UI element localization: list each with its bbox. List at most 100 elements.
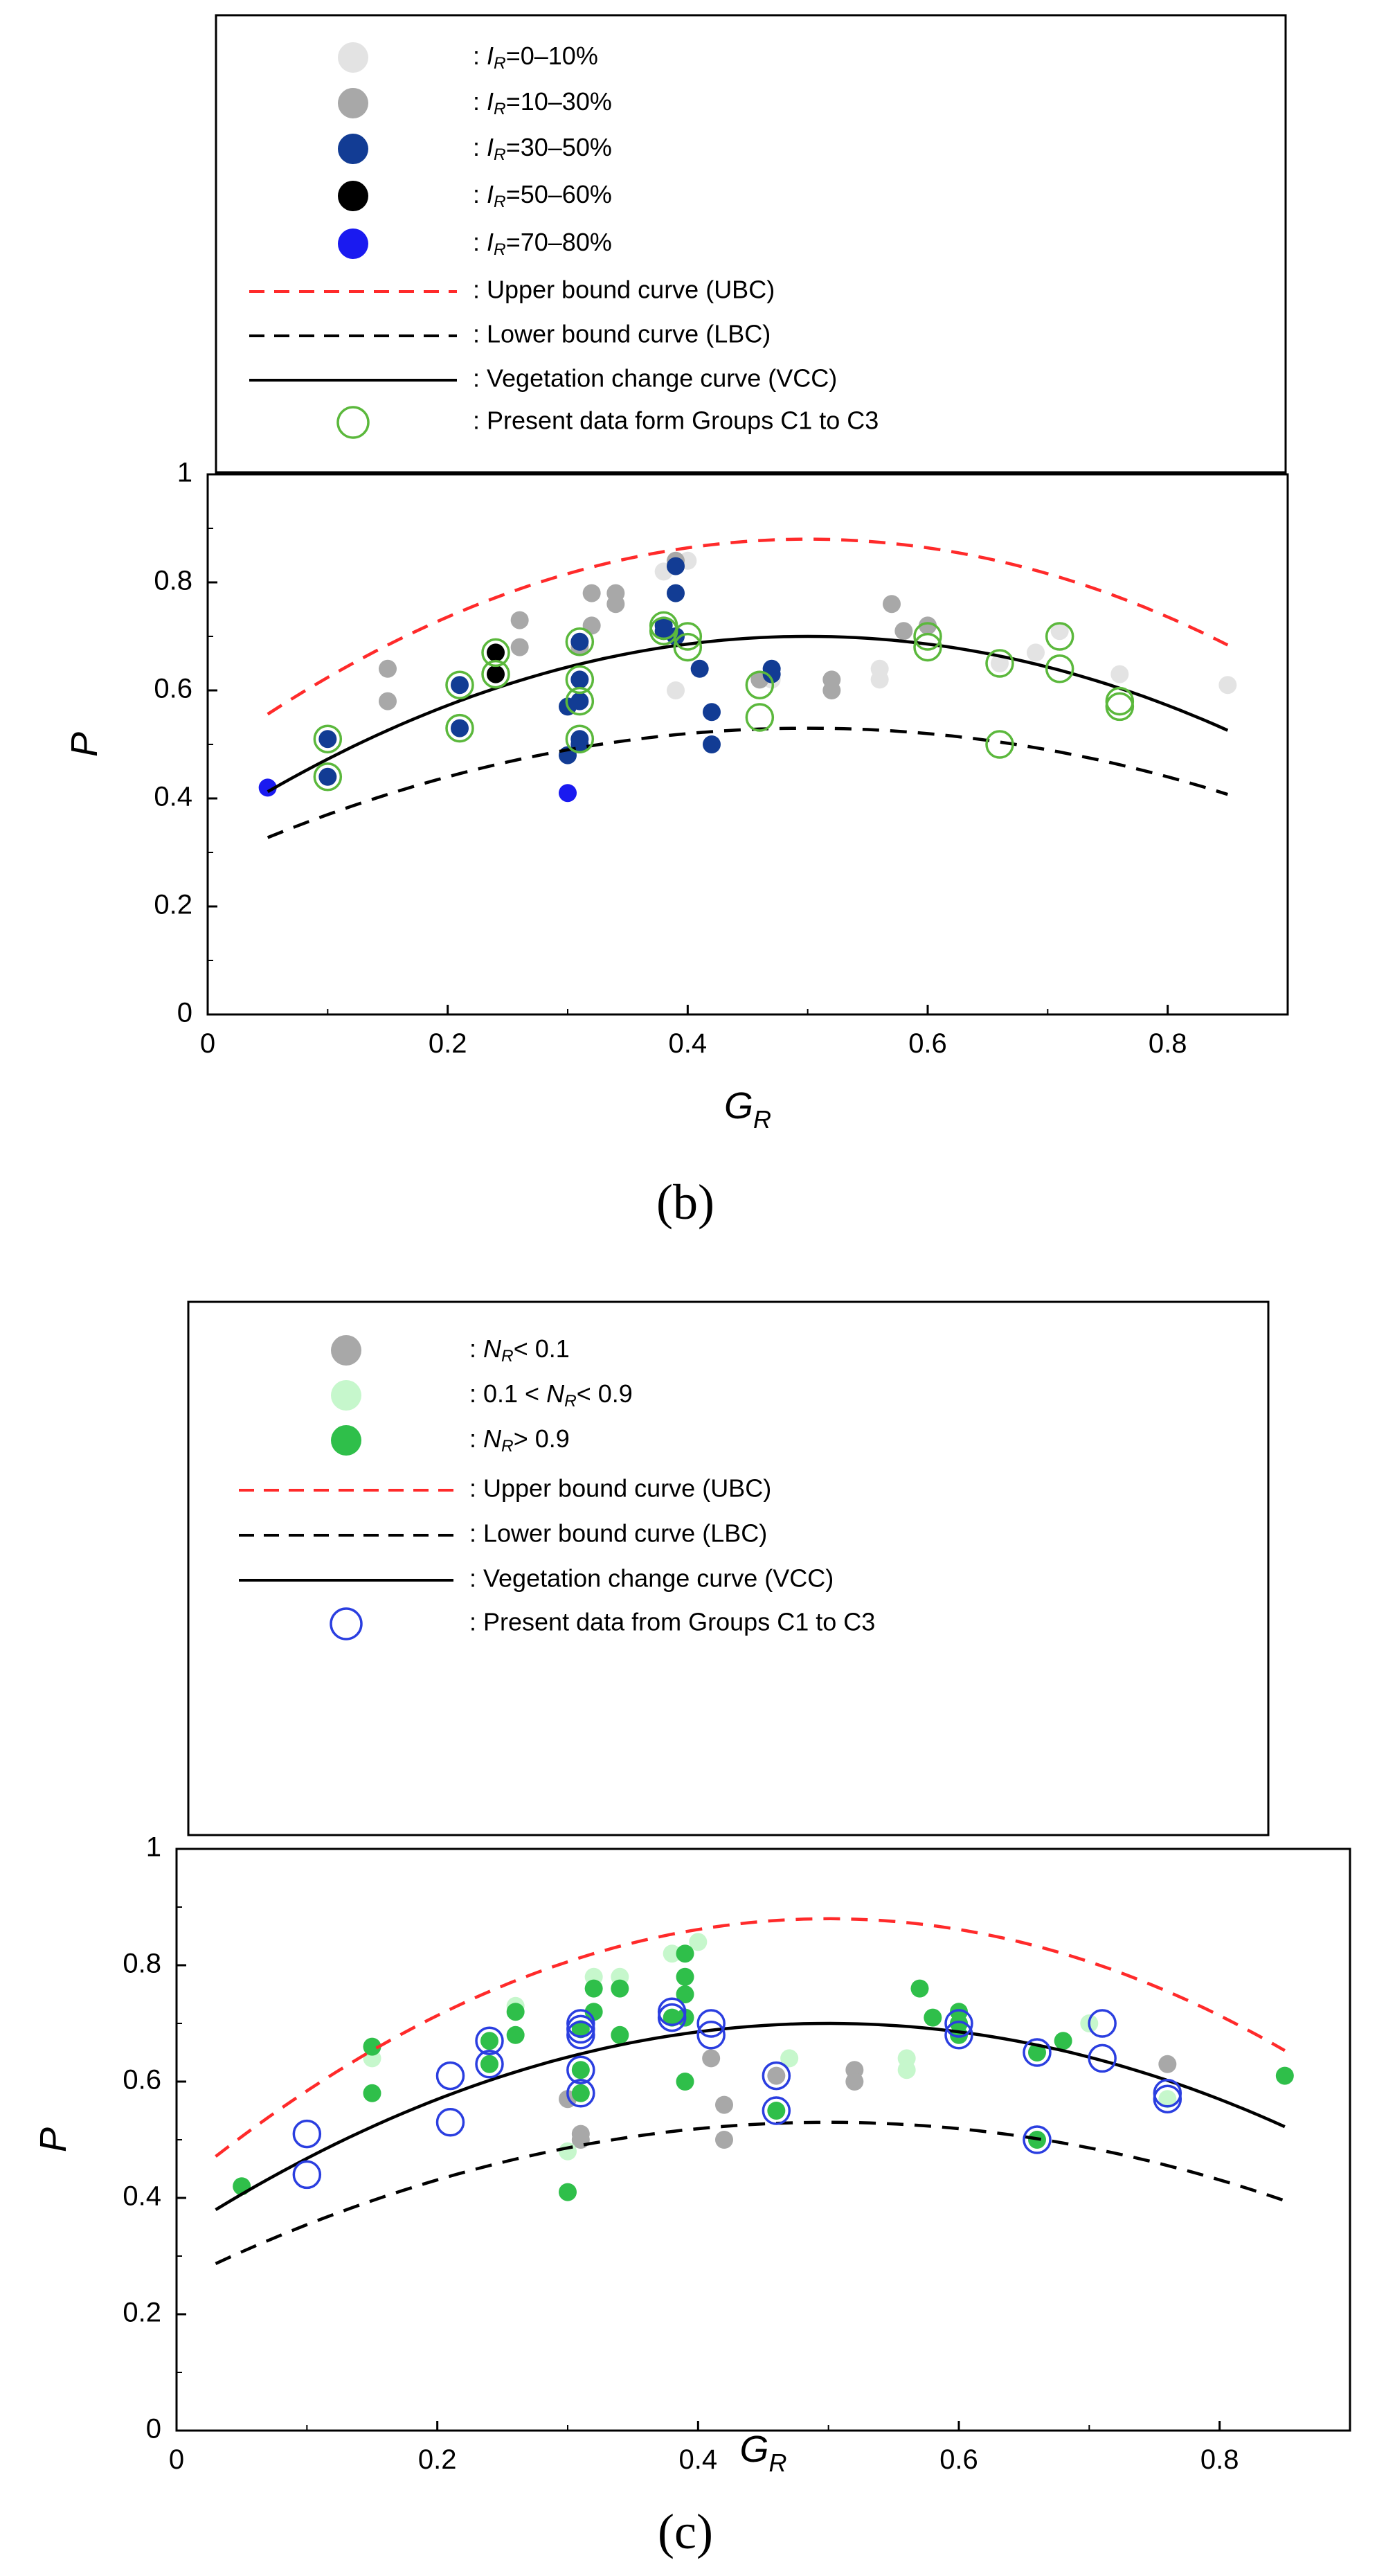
present-data-ring: [762, 2096, 791, 2125]
plot-area: [175, 1848, 1351, 2432]
y-tick-label: 1: [177, 458, 192, 488]
data-point: [919, 616, 937, 635]
legend-box: [187, 1300, 1270, 1836]
data-point: [584, 2003, 603, 2021]
y-tick-label: 0: [177, 998, 192, 1028]
y-tick-label: 0.4: [154, 782, 192, 812]
curve-ubc: [215, 1917, 1286, 2158]
present-data-ring: [745, 670, 775, 699]
data-point: [910, 1979, 929, 1998]
legend-box: [215, 14, 1287, 474]
legend-label: : Present data form Groups C1 to C3: [473, 406, 879, 435]
data-point: [451, 676, 469, 695]
legend-label: : Vegetation change curve (VCC): [473, 364, 837, 393]
legend-dot-marker: [338, 88, 368, 118]
data-point: [883, 595, 901, 614]
y-tick-label: 0.2: [154, 890, 192, 920]
y-tick-label: 0.2: [123, 2298, 161, 2328]
data-point: [363, 2084, 381, 2102]
legend-label: : Lower bound curve (LBC): [469, 1519, 767, 1548]
legend-label: : Upper bound curve (UBC): [469, 1474, 771, 1503]
data-point: [559, 2142, 577, 2161]
data-point: [611, 1979, 629, 1998]
curve-lbc: [267, 726, 1228, 839]
y-tick-label: 0.4: [123, 2181, 161, 2212]
present-data-ring: [445, 713, 474, 743]
data-point: [894, 622, 913, 641]
data-point: [510, 638, 529, 656]
data-point: [676, 1944, 694, 1963]
x-tick-label: 0.6: [908, 1028, 947, 1059]
data-point: [676, 1967, 694, 1986]
legend-label: : Upper bound curve (UBC): [473, 276, 775, 304]
data-point: [780, 2049, 799, 2068]
data-point: [570, 692, 589, 710]
present-data-ring: [657, 2003, 687, 2032]
present-data-ring: [1153, 2079, 1182, 2108]
legend-dot-marker: [331, 1335, 361, 1366]
data-point: [676, 1985, 694, 2003]
data-point: [689, 1933, 708, 1951]
data-point: [845, 2073, 864, 2091]
present-data-ring: [913, 622, 942, 651]
present-data-ring: [913, 632, 942, 662]
present-data-ring: [566, 2079, 595, 2108]
y-axis-label: P: [64, 732, 105, 757]
legend-label: : 0.1 < NR< 0.9: [469, 1379, 633, 1411]
legend-label: : NR< 0.1: [469, 1334, 570, 1366]
data-point: [667, 681, 685, 699]
present-data-ring: [435, 2108, 465, 2137]
x-tick-label: 0.4: [669, 1028, 708, 1059]
chart-panel-c: : NR< 0.1: 0.1 < NR< 0.9: NR> 0.9: Upper…: [33, 1300, 1351, 2477]
data-point: [559, 784, 577, 803]
x-tick-label: 0: [169, 2444, 184, 2475]
present-data-ring: [565, 665, 595, 695]
legend-dot-marker: [338, 229, 368, 259]
data-point: [606, 595, 625, 614]
present-data-ring: [481, 638, 510, 668]
present-data-ring: [565, 724, 595, 753]
data-point: [767, 2102, 786, 2120]
present-data-ring: [1088, 2009, 1117, 2038]
present-data-ring: [481, 659, 510, 689]
y-tick-label: 0.8: [154, 566, 192, 596]
data-point: [487, 665, 505, 683]
legend-dot-marker: [331, 1425, 361, 1456]
data-point: [258, 778, 277, 797]
legend-label: : IR=10–30%: [473, 87, 612, 119]
data-point: [1054, 2032, 1072, 2050]
x-tick-label: 0.6: [939, 2444, 978, 2475]
present-data-ring: [292, 2119, 322, 2149]
data-point: [690, 659, 709, 678]
x-tick-label: 0: [200, 1028, 215, 1059]
x-axis-label: GR: [724, 1085, 771, 1134]
data-point: [667, 584, 685, 602]
present-data-ring: [657, 1997, 687, 2026]
present-data-ring: [696, 2021, 726, 2050]
legend-dot-marker: [331, 1380, 361, 1411]
legend-label: : Lower bound curve (LBC): [473, 320, 771, 348]
present-data-ring: [435, 2061, 465, 2091]
data-point: [506, 2003, 525, 2021]
legend-dot-marker: [338, 42, 368, 73]
data-point: [571, 2020, 590, 2039]
data-point: [480, 2032, 498, 2050]
legend-label: : Vegetation change curve (VCC): [469, 1564, 834, 1593]
legend-ring-marker: [336, 406, 370, 439]
present-data-ring: [745, 703, 775, 732]
panel-label-c: (c): [658, 2504, 713, 2559]
legend-label: : Present data from Groups C1 to C3: [469, 1608, 875, 1636]
data-point: [584, 1979, 603, 1998]
present-data-ring: [566, 2009, 595, 2038]
present-data-ring: [1023, 2125, 1052, 2154]
data-point: [559, 2183, 577, 2201]
present-data-ring: [1153, 2084, 1182, 2113]
curve-lbc: [215, 2120, 1286, 2265]
data-point: [767, 2066, 786, 2085]
legend-ring-marker: [330, 1607, 363, 1640]
curve-vcc: [267, 634, 1229, 794]
present-data-ring: [1105, 692, 1135, 722]
data-point: [822, 681, 841, 699]
data-point: [1218, 676, 1237, 695]
